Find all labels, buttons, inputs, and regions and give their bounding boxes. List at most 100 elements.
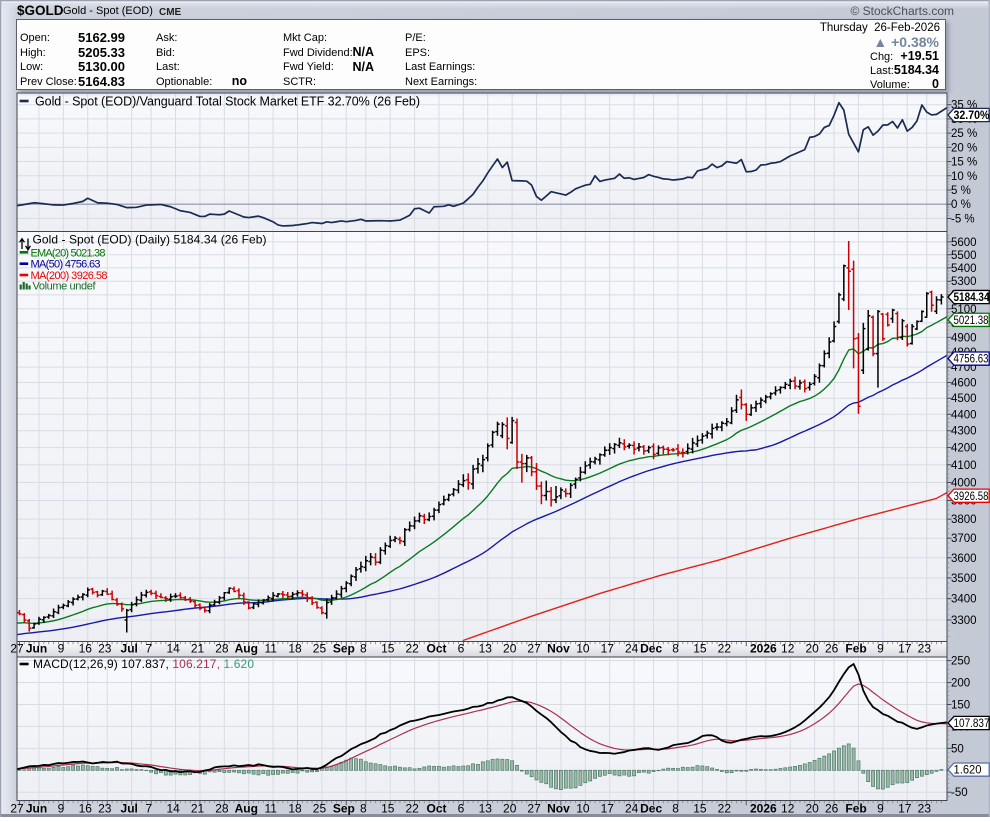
svg-text:10 %: 10 % bbox=[951, 171, 977, 183]
svg-text:3300: 3300 bbox=[951, 615, 977, 627]
svg-text:3600: 3600 bbox=[951, 553, 977, 565]
svg-text:16: 16 bbox=[79, 642, 93, 656]
svg-text:25: 25 bbox=[313, 802, 327, 816]
svg-text:27: 27 bbox=[10, 642, 24, 656]
svg-text:28: 28 bbox=[215, 642, 229, 656]
svg-text:5600: 5600 bbox=[951, 237, 977, 249]
svg-text:20: 20 bbox=[805, 802, 819, 816]
svg-text:26: 26 bbox=[825, 802, 839, 816]
svg-text:5400: 5400 bbox=[951, 263, 977, 275]
svg-text:14: 14 bbox=[166, 802, 180, 816]
svg-text:4756.63: 4756.63 bbox=[954, 354, 989, 366]
svg-text:4500: 4500 bbox=[951, 393, 977, 405]
svg-text:Gold - Spot (EOD) (Daily) 5184: Gold - Spot (EOD) (Daily) 5184.34 (26 Fe… bbox=[33, 233, 267, 247]
svg-text:32.70%: 32.70% bbox=[954, 110, 990, 122]
svg-text:17: 17 bbox=[601, 802, 615, 816]
svg-text:107.837: 107.837 bbox=[954, 718, 990, 730]
svg-text:2026: 2026 bbox=[750, 802, 777, 816]
svg-text:24: 24 bbox=[625, 642, 639, 656]
svg-text:20: 20 bbox=[805, 642, 819, 656]
svg-text:Dec: Dec bbox=[640, 642, 662, 656]
svg-text:20 %: 20 % bbox=[951, 142, 977, 154]
svg-text:8: 8 bbox=[672, 642, 679, 656]
svg-text:25 %: 25 % bbox=[951, 128, 977, 140]
svg-text:18: 18 bbox=[288, 802, 302, 816]
svg-text:MACD(12,26,9) 107.837, 106.217: MACD(12,26,9) 107.837, 106.217, 1.620 bbox=[33, 657, 254, 671]
svg-text:4000: 4000 bbox=[951, 477, 977, 489]
svg-text:2026: 2026 bbox=[750, 642, 777, 656]
svg-text:Jun: Jun bbox=[26, 642, 47, 656]
svg-text:Oct: Oct bbox=[427, 642, 447, 656]
svg-text:Dec: Dec bbox=[640, 802, 662, 816]
svg-text:18: 18 bbox=[288, 642, 302, 656]
svg-text:3500: 3500 bbox=[951, 573, 977, 585]
svg-text:200: 200 bbox=[951, 678, 970, 690]
svg-text:20: 20 bbox=[503, 802, 517, 816]
svg-text:13: 13 bbox=[479, 802, 493, 816]
svg-text:17: 17 bbox=[898, 642, 912, 656]
svg-text:9: 9 bbox=[58, 802, 65, 816]
svg-text:4600: 4600 bbox=[951, 378, 977, 390]
svg-text:EMA(20) 5021.38: EMA(20) 5021.38 bbox=[31, 247, 106, 259]
svg-text:15: 15 bbox=[381, 642, 395, 656]
svg-text:150: 150 bbox=[951, 700, 970, 712]
svg-text:6: 6 bbox=[458, 642, 465, 656]
svg-text:Oct: Oct bbox=[427, 802, 447, 816]
svg-text:27: 27 bbox=[527, 642, 541, 656]
svg-text:27: 27 bbox=[527, 802, 541, 816]
svg-text:3700: 3700 bbox=[951, 533, 977, 545]
svg-text:7: 7 bbox=[145, 642, 152, 656]
svg-text:11: 11 bbox=[264, 802, 277, 816]
svg-text:23: 23 bbox=[918, 802, 932, 816]
svg-text:9: 9 bbox=[877, 642, 884, 656]
svg-text:4200: 4200 bbox=[951, 443, 977, 455]
svg-text:10: 10 bbox=[576, 642, 590, 656]
svg-text:Jun: Jun bbox=[26, 802, 47, 816]
svg-text:0 %: 0 % bbox=[951, 199, 971, 211]
svg-text:250: 250 bbox=[951, 656, 970, 668]
svg-text:Aug: Aug bbox=[235, 802, 258, 816]
svg-text:Jul: Jul bbox=[121, 802, 138, 816]
svg-text:10: 10 bbox=[576, 802, 590, 816]
svg-text:7: 7 bbox=[145, 802, 152, 816]
svg-text:15 %: 15 % bbox=[951, 157, 977, 169]
svg-text:15: 15 bbox=[381, 802, 395, 816]
svg-text:20: 20 bbox=[503, 642, 517, 656]
svg-text:23: 23 bbox=[918, 642, 932, 656]
svg-text:4400: 4400 bbox=[951, 409, 977, 421]
svg-text:5500: 5500 bbox=[951, 250, 977, 262]
svg-text:25: 25 bbox=[313, 642, 327, 656]
svg-text:5184.34: 5184.34 bbox=[954, 292, 990, 304]
svg-text:12: 12 bbox=[781, 642, 795, 656]
svg-text:15: 15 bbox=[693, 802, 707, 816]
svg-text:Jul: Jul bbox=[121, 642, 138, 656]
svg-text:11: 11 bbox=[264, 642, 277, 656]
svg-text:5 %: 5 % bbox=[951, 185, 971, 197]
svg-text:-50: -50 bbox=[951, 787, 968, 799]
svg-text:22: 22 bbox=[405, 802, 419, 816]
svg-text:28: 28 bbox=[215, 802, 229, 816]
svg-text:13: 13 bbox=[479, 642, 493, 656]
svg-text:4100: 4100 bbox=[951, 460, 977, 472]
svg-text:Nov: Nov bbox=[547, 642, 570, 656]
svg-text:Sep: Sep bbox=[333, 802, 355, 816]
svg-text:Feb: Feb bbox=[845, 802, 866, 816]
svg-text:MA(50) 4756.63: MA(50) 4756.63 bbox=[31, 259, 101, 271]
svg-text:23: 23 bbox=[98, 642, 112, 656]
svg-text:17: 17 bbox=[898, 802, 912, 816]
svg-text:9: 9 bbox=[58, 642, 65, 656]
svg-text:Gold - Spot (EOD)/Vanguard Tot: Gold - Spot (EOD)/Vanguard Total Stock M… bbox=[35, 95, 420, 109]
svg-text:14: 14 bbox=[166, 642, 180, 656]
svg-text:27: 27 bbox=[10, 802, 24, 816]
svg-text:16: 16 bbox=[79, 802, 93, 816]
svg-text:24: 24 bbox=[625, 802, 639, 816]
svg-text:3926.58: 3926.58 bbox=[954, 491, 989, 503]
svg-text:9: 9 bbox=[877, 802, 884, 816]
svg-text:Sep: Sep bbox=[333, 642, 355, 656]
svg-text:3400: 3400 bbox=[951, 594, 977, 606]
svg-text:Feb: Feb bbox=[845, 642, 866, 656]
svg-text:23: 23 bbox=[98, 802, 112, 816]
svg-text:5021.38: 5021.38 bbox=[954, 315, 989, 327]
svg-text:8: 8 bbox=[672, 802, 679, 816]
svg-text:22: 22 bbox=[718, 642, 732, 656]
